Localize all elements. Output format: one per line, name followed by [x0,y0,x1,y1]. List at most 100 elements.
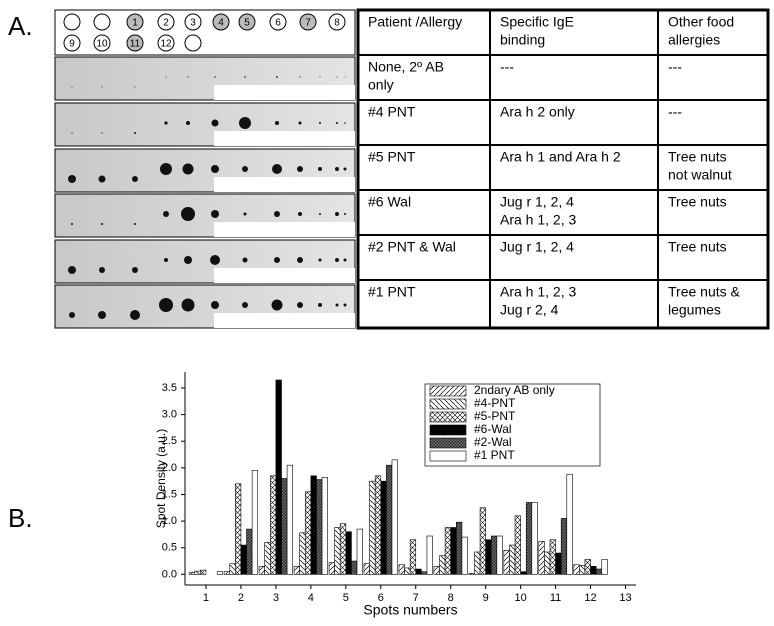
blot-dot [160,163,172,175]
bar [369,480,376,575]
bar [461,536,468,575]
table-cell: Ara h 2 only [500,104,575,120]
bar [525,502,533,575]
spot-circle [63,13,81,31]
spot-number: 6 [275,18,281,29]
table-cell: #1 PNT [368,284,416,300]
x-tick-label: 4 [308,592,314,604]
bar [386,464,393,575]
spot-circle [212,13,230,31]
spot-circle [328,13,346,31]
blot-dot [335,212,339,216]
spot-number: 1 [132,18,138,29]
table-cell: Ara h 1 and Ara h 2 [500,149,621,165]
table-border [356,8,770,330]
y-tick-label: 2.5 [162,435,177,447]
blot-dot [187,76,189,78]
blot-dot [335,258,339,262]
table-cell: binding [500,32,545,48]
blot-dot [344,122,346,124]
blot-dot [68,266,76,274]
blot-dot [211,301,219,309]
blot-dot [297,302,303,308]
blot-dot [299,76,301,78]
x-tick-label: 8 [448,592,454,604]
bar [293,566,300,575]
y-tick-label: 3.0 [162,409,177,421]
blot-dot [182,163,194,175]
bar [229,563,236,575]
bar [514,515,521,575]
bar [398,564,405,575]
bar [509,544,516,575]
bar [433,566,440,575]
bar [538,541,545,575]
blot-dot [164,258,168,262]
bar [345,531,352,575]
bar [409,539,417,575]
bar [235,483,242,575]
bar [310,475,317,575]
bar [188,571,196,575]
bar [549,539,556,575]
bar [503,550,510,575]
blot-dot [343,303,347,307]
spot-number: 7 [305,18,311,29]
bar [601,559,608,575]
spot-circle [184,34,202,52]
table-cell: Tree nuts [668,194,727,210]
bar [380,480,387,575]
blot-dot [318,167,322,171]
x-tick-label: 7 [413,592,419,604]
blot-dot [276,76,278,78]
bar [450,527,457,575]
blot-dot [98,175,106,183]
bar [421,571,428,575]
blot-dot [275,121,279,125]
spot-circle [93,34,111,52]
table-cell: Ara h 1, 2, 3 [500,284,576,300]
bar [404,567,411,575]
x-tick-label: 2 [238,592,244,604]
y-tick-label: 2.0 [162,462,177,474]
blot-dot [186,121,190,125]
x-tick-label: 10 [515,592,527,604]
table-cell: Patient /Allergy [368,14,462,30]
table-cell: Tree nuts [668,149,727,165]
blot-dot [132,176,138,182]
bar [584,559,591,575]
table-cell: --- [500,59,514,75]
table-cell: Tree nuts & [668,284,741,300]
legend-swatch [429,385,467,397]
blot-dot [344,76,346,78]
spot-number: 4 [218,18,224,29]
bar [566,473,573,575]
spot-circle [184,13,202,31]
bar [426,535,433,575]
y-tick-label: 0.5 [162,542,177,554]
blot-dot [211,210,219,218]
blot-dot [98,311,106,319]
bar [363,563,370,575]
table-cell: #5 PNT [368,149,416,165]
bar [544,551,551,575]
blot-dot [132,267,138,273]
table-cell: Jug r 1, 2, 4 [500,194,574,210]
bar [531,502,538,575]
bar [299,532,306,575]
bar [444,527,452,575]
blot-dot [69,312,75,318]
bar [339,523,347,575]
blot-dot [184,256,192,264]
bar [264,542,271,575]
bar [286,464,293,575]
bar [468,572,475,575]
bar [251,470,259,575]
blot-dot [335,303,339,307]
spot-circle [93,13,111,31]
blot-dot [239,117,251,129]
bar [456,521,463,575]
table-cell: Tree nuts [668,239,727,255]
spot-circle [126,34,144,52]
